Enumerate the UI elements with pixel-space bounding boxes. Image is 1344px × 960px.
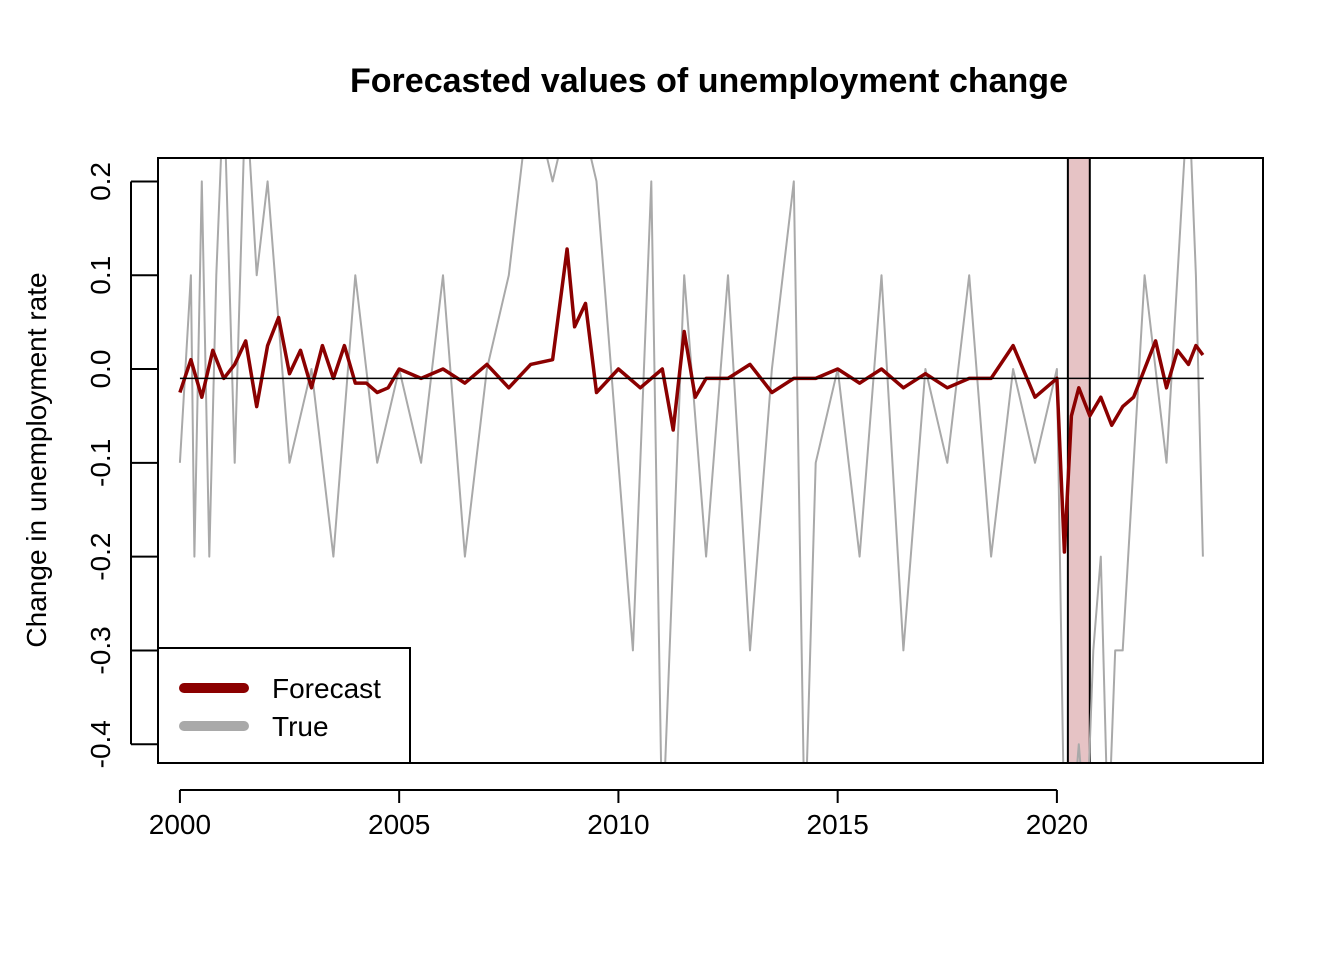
series-line-true bbox=[178, 158, 1204, 763]
legend-label-true: True bbox=[272, 711, 329, 742]
y-tick-label: -0.3 bbox=[85, 626, 116, 674]
legend-label-forecast: Forecast bbox=[272, 673, 381, 704]
y-tick-label: 0.0 bbox=[85, 350, 116, 389]
y-tick-label: 0.1 bbox=[85, 256, 116, 295]
x-tick-label: 2020 bbox=[1026, 809, 1088, 840]
x-tick-label: 2015 bbox=[807, 809, 869, 840]
y-tick-label: -0.4 bbox=[85, 720, 116, 768]
y-axis-label: Change in unemployment rate bbox=[21, 272, 52, 647]
y-tick-label: -0.2 bbox=[85, 533, 116, 581]
plot-frame bbox=[157, 157, 1264, 764]
x-tick-label: 2005 bbox=[368, 809, 430, 840]
plot-area bbox=[178, 158, 1205, 763]
x-tick-label: 2010 bbox=[587, 809, 649, 840]
legend-box bbox=[157, 647, 411, 764]
chart-title: Forecasted values of unemployment change bbox=[350, 62, 1068, 100]
x-axis: 2000 2005 2010 2015 2020 bbox=[149, 789, 1088, 840]
series-line-forecast bbox=[178, 247, 1205, 554]
highlight-region bbox=[1066, 158, 1091, 763]
y-tick-label: 0.2 bbox=[85, 162, 116, 201]
legend: Forecast True bbox=[157, 647, 411, 764]
x-tick-label: 2000 bbox=[149, 809, 211, 840]
y-tick-label: -0.1 bbox=[85, 439, 116, 487]
y-axis: -0.4 -0.3 -0.2 -0.1 0.0 0.1 0.2 bbox=[85, 162, 158, 768]
